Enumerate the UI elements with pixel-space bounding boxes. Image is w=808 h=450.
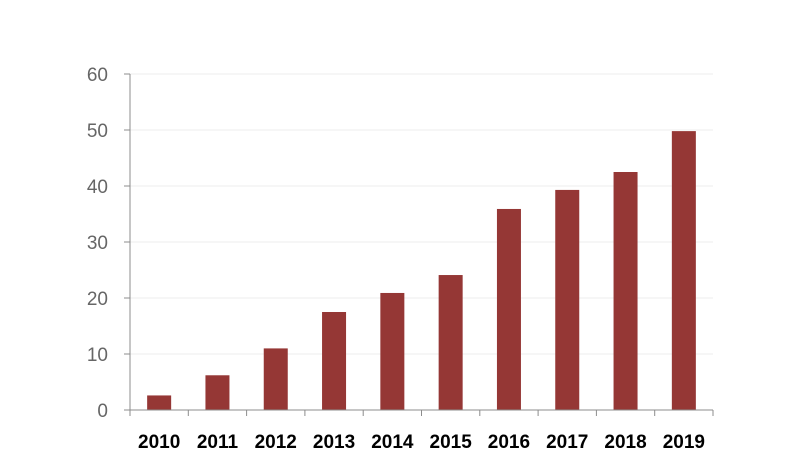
y-tick-label: 0 [97, 401, 108, 422]
bar-2012 [263, 348, 288, 410]
bar-2015 [438, 275, 463, 410]
y-tick-label: 60 [87, 65, 108, 86]
x-tick-label: 2019 [663, 432, 705, 450]
x-tick-label: 2013 [313, 432, 355, 450]
bar-2017 [555, 189, 580, 410]
bar-2011 [205, 375, 230, 410]
x-tick-label: 2010 [138, 432, 180, 450]
x-tick-label: 2016 [488, 432, 530, 450]
y-tick-label: 30 [87, 233, 108, 254]
bar-2019 [671, 131, 696, 410]
y-tick-label: 40 [87, 177, 108, 198]
x-tick-label: 2015 [430, 432, 473, 450]
x-tick-label: 2012 [255, 432, 297, 450]
bar-2013 [322, 312, 347, 410]
y-tick-label: 50 [87, 121, 108, 142]
x-tick-label: 2017 [546, 432, 588, 450]
x-tick-label: 2018 [604, 432, 646, 450]
x-tick-label: 2011 [197, 432, 239, 450]
bar-2010 [147, 395, 172, 410]
axes [124, 73, 714, 416]
y-tick-label: 20 [87, 289, 108, 310]
bars [147, 131, 696, 410]
y-tick-label: 10 [87, 345, 108, 366]
bar-2018 [613, 172, 638, 410]
tick-labels: 0 10 20 30 40 50 60 2010 2011 2012 2013 2014 2015 201… [87, 65, 705, 450]
bar-2016 [496, 208, 521, 410]
x-tick-label: 2014 [371, 432, 414, 450]
bar-2014 [380, 292, 405, 410]
